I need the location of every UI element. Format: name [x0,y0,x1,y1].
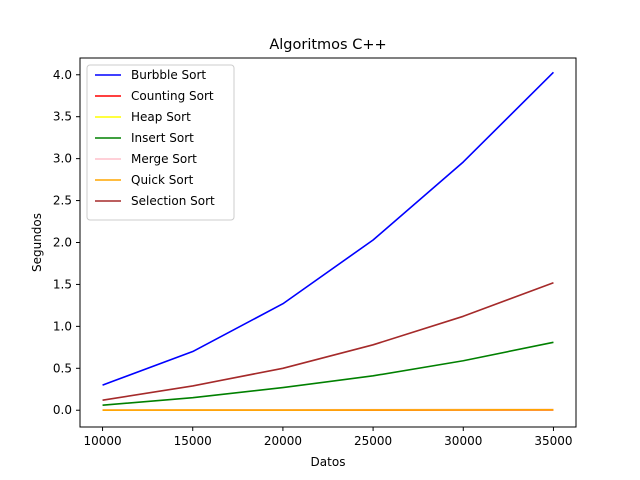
y-tick-label: 0.5 [53,361,72,375]
y-axis-label: Segundos [30,213,44,272]
series-layer [102,71,555,411]
x-tick-label: 30000 [444,434,482,448]
series-line-insert-sort [102,341,554,406]
y-tick-label: 2.0 [53,236,72,250]
y-tick-label: 3.0 [53,152,72,166]
x-axis-ticks: 10000 15000 20000 25000 30000 35000 [83,427,573,448]
x-tick-label: 25000 [354,434,392,448]
legend-label-burbble-sort: Burbble Sort [131,68,206,82]
legend-label-insert-sort: Insert Sort [131,131,194,145]
y-tick-label: 3.5 [53,110,72,124]
legend-label-counting-sort: Counting Sort [131,89,214,103]
legend-label-merge-sort: Merge Sort [131,152,197,166]
y-tick-label: 4.0 [53,68,72,82]
y-tick-label: 0.0 [53,403,72,417]
legend: Burbble Sort Counting Sort Heap Sort Insert… [86,64,235,221]
legend-label-heap-sort: Heap Sort [131,110,191,124]
plot-frame [79,57,577,428]
series-line-selection-sort [102,282,554,401]
x-tick-label: 10000 [83,434,121,448]
legend-label-quick-sort: Quick Sort [131,173,194,187]
chart-title: Algoritmos C++ [269,37,386,53]
x-tick-label: 15000 [174,434,212,448]
y-tick-label: 1.5 [53,277,72,291]
x-axis-label: Datos [311,455,346,469]
y-tick-label: 1.0 [53,319,72,333]
x-tick-label: 20000 [264,434,302,448]
y-tick-label: 2.5 [53,194,72,208]
series-line-burbble-sort [102,71,555,386]
x-tick-label: 35000 [534,434,572,448]
legend-box [86,64,235,221]
legend-label-selection-sort: Selection Sort [131,194,215,208]
y-axis-ticks: 0.0 0.5 1.0 1.5 2.0 2.5 3.0 3.5 4.0 [53,68,80,417]
